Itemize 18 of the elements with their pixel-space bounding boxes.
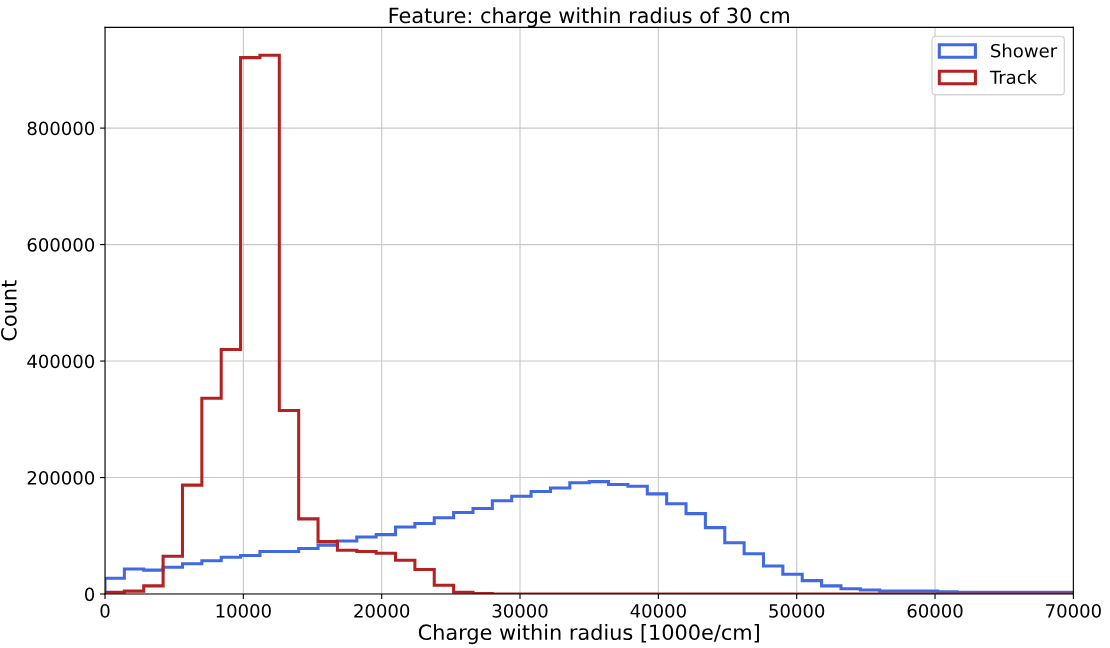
x-tick-label: 20000 <box>354 604 410 618</box>
x-tick-label: 10000 <box>216 604 271 618</box>
y-tick-label: 0 <box>84 587 95 602</box>
legend-label: Track <box>989 70 1038 85</box>
y-axis-title: Count <box>1 280 17 341</box>
legend-label: Shower <box>991 43 1058 58</box>
x-tick-label: 60000 <box>907 604 963 618</box>
x-tick-label: 70000 <box>1046 604 1101 618</box>
y-tick-label: 400000 <box>27 354 95 369</box>
x-tick-label: 50000 <box>769 604 825 618</box>
y-tick-label: 600000 <box>27 238 95 252</box>
x-tick-label: 40000 <box>630 604 686 618</box>
y-tick-label: 200000 <box>27 471 95 485</box>
x-axis-title: Charge within radius [1000e/cm] <box>418 624 759 645</box>
y-tick-label: 800000 <box>27 121 95 136</box>
chart-title: Feature: charge within radius of 30 cm <box>389 7 789 28</box>
x-tick-label: 30000 <box>492 604 548 618</box>
x-tick-label: 0 <box>100 604 110 618</box>
